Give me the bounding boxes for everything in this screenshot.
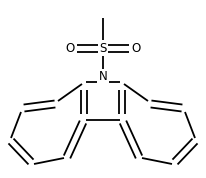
Text: O: O [131, 41, 141, 54]
Text: N: N [99, 70, 107, 83]
Text: O: O [65, 41, 75, 54]
Text: S: S [99, 41, 107, 54]
